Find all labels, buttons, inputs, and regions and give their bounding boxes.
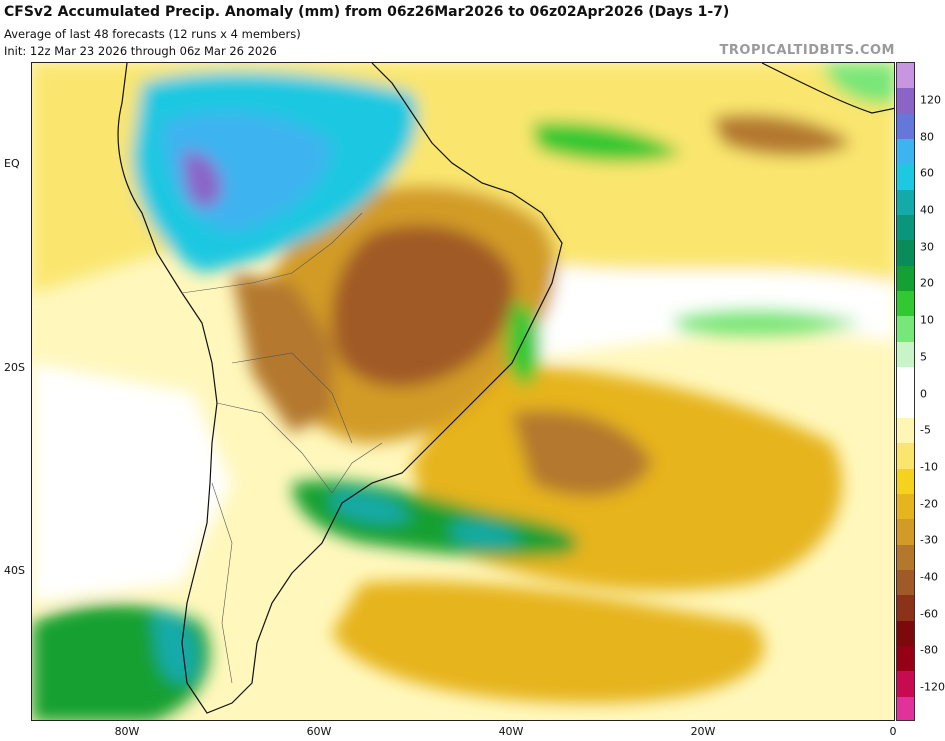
africa-coast-wet	[822, 63, 894, 104]
lon-label-20w: 20W	[690, 725, 716, 738]
colorbar-label: -10	[920, 460, 938, 474]
map-subtitle-runs: Average of last 48 forecasts (12 runs x …	[4, 27, 301, 41]
border-uruguay	[331, 442, 383, 494]
colorbar-label: 10	[920, 313, 934, 327]
colorbar-segment	[897, 595, 914, 622]
plata-wet-core	[332, 492, 412, 524]
colorbar-segment	[897, 392, 914, 419]
southern-dry-belt	[332, 581, 765, 703]
colorbar-segment	[897, 164, 914, 191]
colorbar-label: 30	[920, 240, 934, 254]
colorbar-label: -5	[920, 423, 931, 437]
equatorial-atlantic-dry	[712, 114, 852, 157]
colorbar-segment	[897, 443, 914, 470]
colorbar-label: 80	[920, 130, 934, 144]
colorbar-label: -80	[920, 643, 938, 657]
colorbar-label: 5	[920, 350, 927, 364]
colorbar-segment	[897, 367, 914, 394]
colorbar-segment	[897, 215, 914, 242]
colorbar-segment	[897, 544, 914, 571]
colorbar-segment	[897, 519, 914, 546]
colorbar-segment	[897, 696, 914, 720]
brazil-dry-core	[332, 225, 514, 387]
country-borders	[181, 212, 383, 684]
colorbar-segment	[897, 645, 914, 673]
colorbar-segment	[897, 468, 914, 495]
colorbar-label: -120	[920, 680, 945, 694]
watermark: TROPICALTIDBITS.COM	[719, 43, 895, 58]
amazon-wet-max	[182, 152, 222, 208]
colorbar-segment	[897, 189, 914, 217]
colorbar-segment	[897, 88, 914, 115]
bolivia-dry	[232, 273, 332, 433]
lon-label-40w: 40W	[498, 725, 524, 738]
lat-label-40s: 40S	[4, 564, 25, 577]
colorbar-segment	[897, 240, 914, 267]
map-subtitle-init: Init: 12z Mar 23 2026 through 06z Mar 26…	[4, 44, 277, 58]
colorbar-segment	[897, 63, 914, 90]
colorbar-label: -20	[920, 497, 938, 511]
border-chile-argentina	[211, 482, 233, 684]
colorbar-segment	[897, 493, 914, 521]
colorbar-segment	[897, 341, 914, 369]
colorbar-label: 120	[920, 93, 941, 107]
itcz-wet	[532, 122, 682, 163]
border-bolivia	[231, 352, 353, 444]
lat-label-eq: EQ	[4, 157, 20, 170]
colorbar-segment	[897, 291, 914, 318]
precip-anomaly-map	[31, 62, 895, 721]
patagonia-wet-core	[152, 612, 198, 684]
border-argentina-north	[216, 402, 333, 494]
colorbar-label: 60	[920, 166, 934, 180]
anomaly-field	[32, 63, 894, 720]
colorbar-label: -30	[920, 533, 938, 547]
neutral-strip-west	[32, 363, 232, 603]
colorbar-segment	[897, 569, 914, 597]
lon-label-60w: 60W	[306, 725, 332, 738]
offshore-wet-core	[452, 521, 522, 548]
neutral-strip-east	[452, 243, 894, 363]
coastlines	[117, 63, 894, 714]
colorbar-label: -60	[920, 607, 938, 621]
colorbar-label: 0	[920, 387, 927, 400]
colorbar-segment	[897, 139, 914, 166]
colorbar-segment	[897, 316, 914, 343]
colorbar-label: 40	[920, 203, 934, 217]
colorbar-segment	[897, 671, 914, 698]
map-canvas	[32, 63, 894, 720]
colorbar-segment	[897, 113, 914, 141]
colorbar-label: 20	[920, 276, 934, 290]
colorbar-segment	[897, 620, 914, 647]
lon-label-0: 0	[889, 725, 897, 738]
south-america-coast	[117, 63, 563, 714]
lon-label-80w: 80W	[114, 725, 140, 738]
colorbar-segment	[897, 265, 914, 293]
border-peru-brazil	[181, 212, 363, 294]
atlantic-dry-core	[512, 410, 652, 497]
lat-label-20s: 20S	[4, 361, 25, 374]
atlantic-wet-strip	[672, 308, 862, 336]
map-title: CFSv2 Accumulated Precip. Anomaly (mm) f…	[4, 4, 730, 20]
colorbar-label: -40	[920, 570, 938, 584]
colorbar-segment	[897, 417, 914, 445]
africa-coast	[761, 63, 894, 114]
colorbar	[896, 62, 915, 721]
